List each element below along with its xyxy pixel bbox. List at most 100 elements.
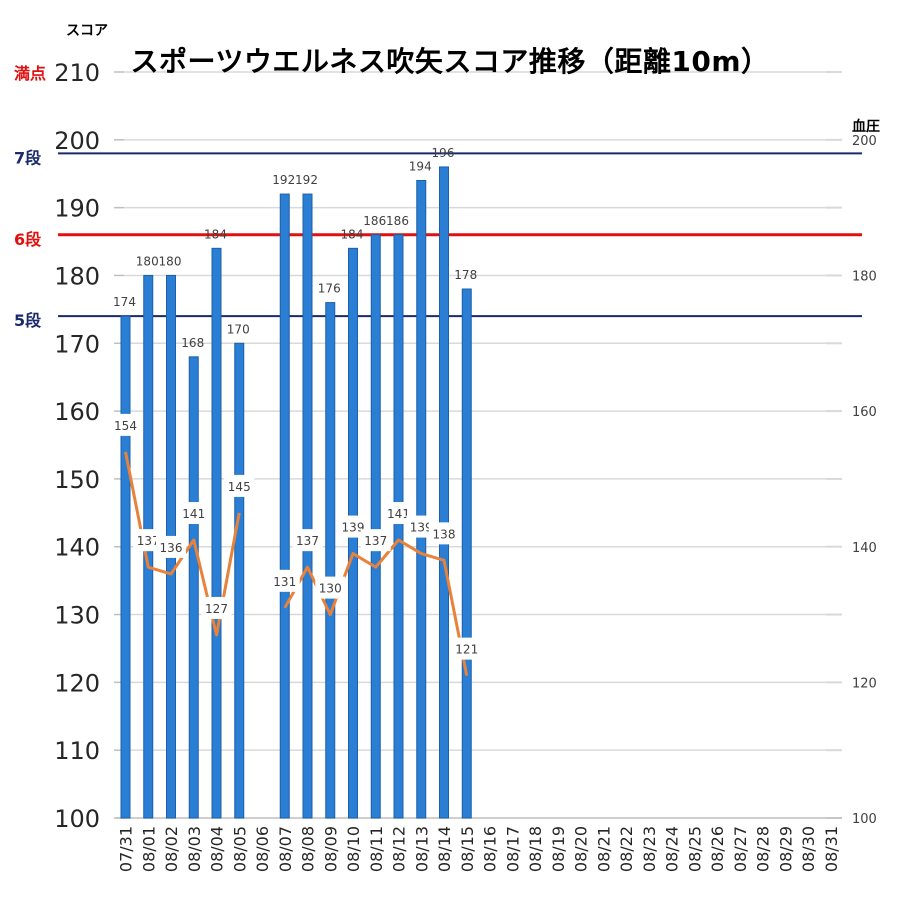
line-data-label: 145 bbox=[228, 480, 251, 494]
bar-data-label: 176 bbox=[318, 282, 341, 296]
y2-tick-label: 100 bbox=[852, 812, 877, 827]
bar bbox=[325, 302, 336, 819]
y-tick-label: 170 bbox=[54, 330, 100, 358]
line-data-label: 154 bbox=[114, 419, 137, 433]
line-data-label-box bbox=[156, 535, 186, 558]
line-data-label: 136 bbox=[160, 541, 183, 555]
line-data-label-box bbox=[224, 474, 255, 497]
bar-data-label: 170 bbox=[227, 322, 250, 336]
x-tick-label: 08/29 bbox=[776, 826, 795, 872]
line-data-label: 139 bbox=[410, 521, 433, 535]
line-data-label-box bbox=[406, 515, 437, 538]
x-tick-label: 08/20 bbox=[572, 826, 591, 872]
line-data-label-box bbox=[133, 529, 164, 552]
x-tick-label: 08/01 bbox=[139, 826, 158, 872]
y2-tick-label: 160 bbox=[852, 405, 877, 420]
y-tick-label: 130 bbox=[54, 602, 100, 630]
bar bbox=[279, 193, 290, 819]
line-data-label-box bbox=[315, 576, 346, 599]
line-data-label: 141 bbox=[387, 507, 410, 521]
x-tick-label: 08/19 bbox=[549, 826, 568, 872]
bar bbox=[461, 288, 472, 819]
x-tick-label: 08/27 bbox=[731, 826, 750, 872]
x-tick-label: 08/06 bbox=[253, 826, 272, 872]
y-tick-label: 140 bbox=[54, 534, 100, 562]
x-tick-label: 08/14 bbox=[435, 826, 454, 872]
line-data-label: 121 bbox=[455, 643, 478, 657]
x-tick-label: 08/16 bbox=[481, 826, 500, 872]
x-tick-label: 08/02 bbox=[162, 826, 181, 872]
x-tick-label: 08/26 bbox=[708, 826, 727, 872]
y-tick-label: 200 bbox=[54, 127, 100, 155]
reference-line-label: 5段 bbox=[14, 311, 42, 330]
line-data-label-box bbox=[110, 413, 141, 436]
bar-data-label: 192 bbox=[272, 173, 295, 187]
line-data-label-box bbox=[201, 596, 232, 619]
x-tick-label: 08/23 bbox=[640, 826, 659, 872]
x-tick-label: 08/03 bbox=[185, 826, 204, 872]
x-tick-label: 08/09 bbox=[321, 826, 340, 872]
x-tick-label: 08/07 bbox=[276, 826, 295, 872]
bar-data-label: 168 bbox=[181, 336, 204, 350]
bar bbox=[439, 166, 449, 819]
bar-data-label: 178 bbox=[454, 268, 477, 282]
y-axis-label-left: スコア bbox=[66, 23, 108, 39]
line-data-label-box bbox=[383, 502, 414, 525]
line-series bbox=[283, 538, 469, 676]
bar-data-label: 186 bbox=[386, 214, 409, 228]
chart-title: スポーツウエルネス吹矢スコア推移（距離10m） bbox=[130, 45, 770, 78]
x-tick-label: 08/25 bbox=[685, 826, 704, 872]
bar-data-label: 194 bbox=[409, 160, 432, 174]
bar-data-label: 180 bbox=[136, 254, 159, 268]
x-tick-label: 08/10 bbox=[344, 826, 363, 872]
bar bbox=[188, 356, 199, 819]
x-tick-label: 08/24 bbox=[663, 826, 682, 872]
line-data-label: 141 bbox=[182, 507, 205, 521]
bar-data-label: 196 bbox=[432, 146, 455, 160]
y-tick-label: 180 bbox=[54, 262, 100, 290]
y-tick-label: 120 bbox=[54, 669, 100, 697]
line-data-label: 130 bbox=[319, 582, 342, 596]
line-data-label: 127 bbox=[205, 602, 228, 616]
reference-line-label: 6段 bbox=[14, 230, 42, 249]
y-tick-label: 150 bbox=[54, 466, 100, 494]
bar-data-label: 184 bbox=[204, 227, 227, 241]
bar bbox=[370, 234, 381, 819]
x-tick-label: 07/31 bbox=[117, 826, 136, 872]
y2-tick-label: 180 bbox=[852, 270, 877, 285]
x-tick-label: 08/11 bbox=[367, 826, 386, 872]
x-tick-label: 08/18 bbox=[526, 826, 545, 872]
y2-tick-label: 120 bbox=[852, 676, 877, 691]
y2-tick-label: 140 bbox=[852, 541, 877, 556]
bar bbox=[302, 193, 313, 819]
y-tick-label: 100 bbox=[54, 805, 100, 833]
reference-line-label: 満点 bbox=[14, 64, 46, 83]
bar bbox=[393, 234, 404, 819]
y-axis-label-right: 血圧 bbox=[852, 119, 880, 135]
bar-data-label: 184 bbox=[341, 227, 364, 241]
bar-data-label: 186 bbox=[363, 214, 386, 228]
x-tick-label: 08/30 bbox=[799, 826, 818, 872]
y-tick-label: 110 bbox=[54, 737, 100, 765]
line-data-label-box bbox=[360, 529, 391, 552]
line-data-label-box bbox=[178, 502, 209, 525]
x-tick-label: 08/15 bbox=[458, 826, 477, 872]
bar bbox=[416, 180, 427, 819]
line-data-label: 138 bbox=[433, 527, 456, 541]
x-tick-label: 08/04 bbox=[208, 826, 227, 872]
line-data-label-box bbox=[292, 529, 323, 552]
y-tick-label: 210 bbox=[54, 59, 100, 87]
line-data-label-box bbox=[338, 515, 368, 538]
line-data-label: 137 bbox=[296, 534, 319, 548]
y2-tick-label: 200 bbox=[852, 134, 877, 149]
line-data-label: 139 bbox=[342, 521, 365, 535]
bar-data-label: 192 bbox=[295, 173, 318, 187]
x-tick-label: 08/13 bbox=[412, 826, 431, 872]
y-tick-label: 190 bbox=[54, 195, 100, 223]
x-tick-label: 08/21 bbox=[594, 826, 613, 872]
line-data-label-box bbox=[429, 522, 459, 545]
line-data-label: 131 bbox=[273, 575, 296, 589]
line-data-label: 137 bbox=[137, 534, 160, 548]
